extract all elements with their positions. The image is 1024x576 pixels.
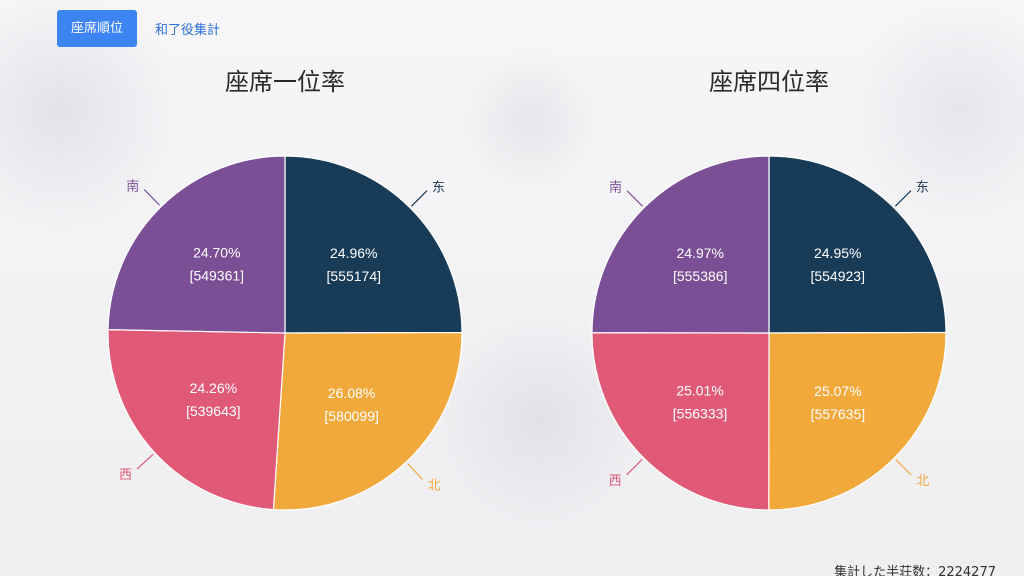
footer-label: 集計した半荘数： <box>834 565 939 576</box>
pie-chart-2: 座席四位率 24.95% [554923] 东 25.07% [557635] 北 25.01… <box>591 68 947 511</box>
slice-direction-label: 西 <box>119 468 132 483</box>
slice-direction-label: 西 <box>609 474 622 489</box>
slice-percent-label: 25.07% <box>814 383 861 399</box>
slice-count-label: [556333] <box>673 406 728 422</box>
slice-percent-label: 26.08% <box>328 385 375 401</box>
slice-count-label: [555386] <box>673 268 728 284</box>
slice-direction-label: 北 <box>428 479 441 494</box>
pie-slice[interactable] <box>272 331 463 511</box>
slice-direction-label: 东 <box>916 181 929 196</box>
slice-percent-label: 24.70% <box>193 245 240 261</box>
leader-line <box>894 190 912 207</box>
slice-count-label: [554923] <box>810 268 865 284</box>
leader-line <box>407 463 424 480</box>
tab-bar: 座席順位 和了役集計 <box>57 10 220 47</box>
slice-direction-label: 南 <box>126 179 139 195</box>
slice-count-label: [580099] <box>324 408 379 424</box>
slice-direction-label: 北 <box>916 474 929 489</box>
chart-title: 座席一位率 <box>225 68 345 96</box>
leader-line <box>136 453 154 470</box>
slice-count-label: [549361] <box>190 268 245 284</box>
pie-slice[interactable] <box>591 155 770 334</box>
footer-total: 集計した半荘数：2224277 <box>834 561 996 576</box>
slice-percent-label: 25.01% <box>676 383 723 399</box>
tab-seat-ranking[interactable]: 座席順位 <box>57 10 138 47</box>
leader-line <box>626 190 643 207</box>
tab-winning-hands[interactable]: 和了役集計 <box>155 23 221 38</box>
pie-slice[interactable] <box>768 331 947 511</box>
slice-direction-label: 东 <box>432 181 445 196</box>
leader-line <box>895 459 912 476</box>
chart-title: 座席四位率 <box>709 68 829 96</box>
leader-line <box>410 190 428 207</box>
slice-percent-label: 24.95% <box>814 245 861 261</box>
slice-count-label: [557635] <box>811 406 866 422</box>
slice-count-label: [539643] <box>186 403 241 419</box>
slice-percent-label: 24.96% <box>330 245 377 261</box>
leader-line <box>626 458 643 476</box>
pie-slice[interactable] <box>591 332 770 511</box>
pie-chart-1: 座席一位率 24.96% [555174] 东 26.08% [580099] 北 24.26… <box>107 68 463 511</box>
slice-percent-label: 24.97% <box>676 245 723 261</box>
leader-line <box>143 189 161 206</box>
pie-slice[interactable] <box>107 155 286 334</box>
pie-slice[interactable] <box>284 155 463 334</box>
footer-value: 2224277 <box>938 565 996 576</box>
slice-percent-label: 24.26% <box>190 380 237 396</box>
pie-slice[interactable] <box>107 329 286 511</box>
slice-count-label: [555174] <box>327 268 382 284</box>
pie-slice[interactable] <box>768 155 947 334</box>
slice-direction-label: 南 <box>609 180 622 196</box>
